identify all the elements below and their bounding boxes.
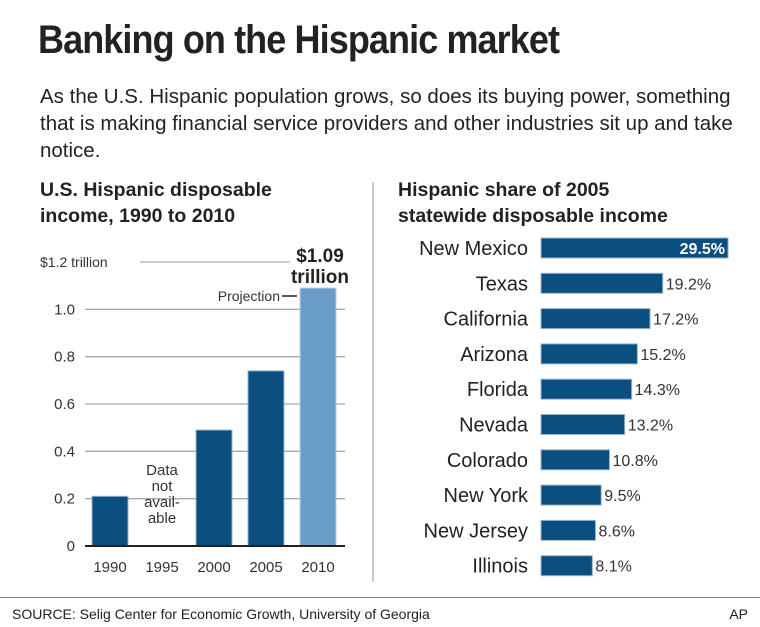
top-value-unit: trillion xyxy=(291,267,349,288)
x-tick-label: 2010 xyxy=(301,559,334,576)
bar-california xyxy=(540,308,651,330)
y-tick-label: 1.0 xyxy=(54,301,75,318)
bar-new-mexico xyxy=(540,237,729,259)
missing-data-note: not xyxy=(152,478,174,495)
bar-arizona xyxy=(540,343,638,365)
x-tick-label: 1990 xyxy=(93,559,126,576)
footer-divider xyxy=(0,597,760,598)
y-tick-label: 0.2 xyxy=(54,491,75,508)
y-tick-label: 0.6 xyxy=(54,396,75,413)
y-tick-label: 0 xyxy=(67,538,75,555)
source-note: SOURCE: Selig Center for Economic Growth… xyxy=(12,606,430,622)
bar-colorado xyxy=(540,449,610,471)
bar-new-york xyxy=(540,484,602,506)
category-label: New Jersey xyxy=(424,520,528,542)
x-tick-label: 2005 xyxy=(249,559,282,576)
x-tick-label: 2000 xyxy=(197,559,230,576)
missing-data-note: Data xyxy=(146,462,178,479)
value-label: 10.8% xyxy=(612,453,657,470)
bar-1990 xyxy=(91,495,129,547)
left-chart-title: U.S. Hispanic disposable income, 1990 to… xyxy=(40,177,272,229)
category-label: Florida xyxy=(467,379,529,401)
value-label: 13.2% xyxy=(628,418,673,435)
value-label: 8.1% xyxy=(595,559,631,576)
bar-2000 xyxy=(195,429,233,547)
bar-illinois xyxy=(540,555,593,577)
value-label: 14.3% xyxy=(635,382,680,399)
y-tick-label: $1.2 trillion xyxy=(40,254,108,270)
left-chart-title-line1: U.S. Hispanic disposable xyxy=(40,179,272,201)
value-label: 9.5% xyxy=(604,488,640,505)
bar-2005 xyxy=(247,370,285,547)
left-chart-title-line2: income, 1990 to 2010 xyxy=(40,205,236,227)
bar-new-jersey xyxy=(540,519,597,541)
value-label: 15.2% xyxy=(640,347,685,364)
value-label: 19.2% xyxy=(666,276,711,293)
category-label: Arizona xyxy=(460,344,529,366)
category-label: New York xyxy=(444,485,529,507)
category-label: New Mexico xyxy=(419,238,528,260)
subtitle: As the U.S. Hispanic population grows, s… xyxy=(40,85,733,162)
category-label: Texas xyxy=(476,273,528,295)
bar-florida xyxy=(540,378,633,400)
value-label: 8.6% xyxy=(599,523,635,540)
credit: AP xyxy=(729,606,748,622)
category-label: Nevada xyxy=(459,415,529,437)
bar-nevada xyxy=(540,414,626,435)
value-label: 17.2% xyxy=(653,312,698,329)
category-label: Colorado xyxy=(447,450,528,472)
x-tick-label: 1995 xyxy=(145,559,178,576)
category-label: California xyxy=(444,309,529,331)
value-label: 29.5% xyxy=(680,241,725,258)
category-label: Illinois xyxy=(472,556,528,578)
projection-label: Projection xyxy=(218,288,280,304)
y-tick-label: 0.4 xyxy=(54,443,75,460)
right-chart-title: Hispanic share of 2005 statewide disposa… xyxy=(398,177,668,229)
page-title: Banking on the Hispanic market xyxy=(38,18,560,62)
right-chart-title-line1: Hispanic share of 2005 xyxy=(398,179,610,201)
top-value-label: $1.09 xyxy=(296,246,344,267)
y-tick-label: 0.8 xyxy=(54,349,75,366)
missing-data-note: able xyxy=(148,510,176,527)
missing-data-note: avail- xyxy=(144,494,180,511)
bar-texas xyxy=(540,272,664,294)
bar-2010 xyxy=(299,287,337,547)
right-chart-title-line2: statewide disposable income xyxy=(398,205,668,227)
